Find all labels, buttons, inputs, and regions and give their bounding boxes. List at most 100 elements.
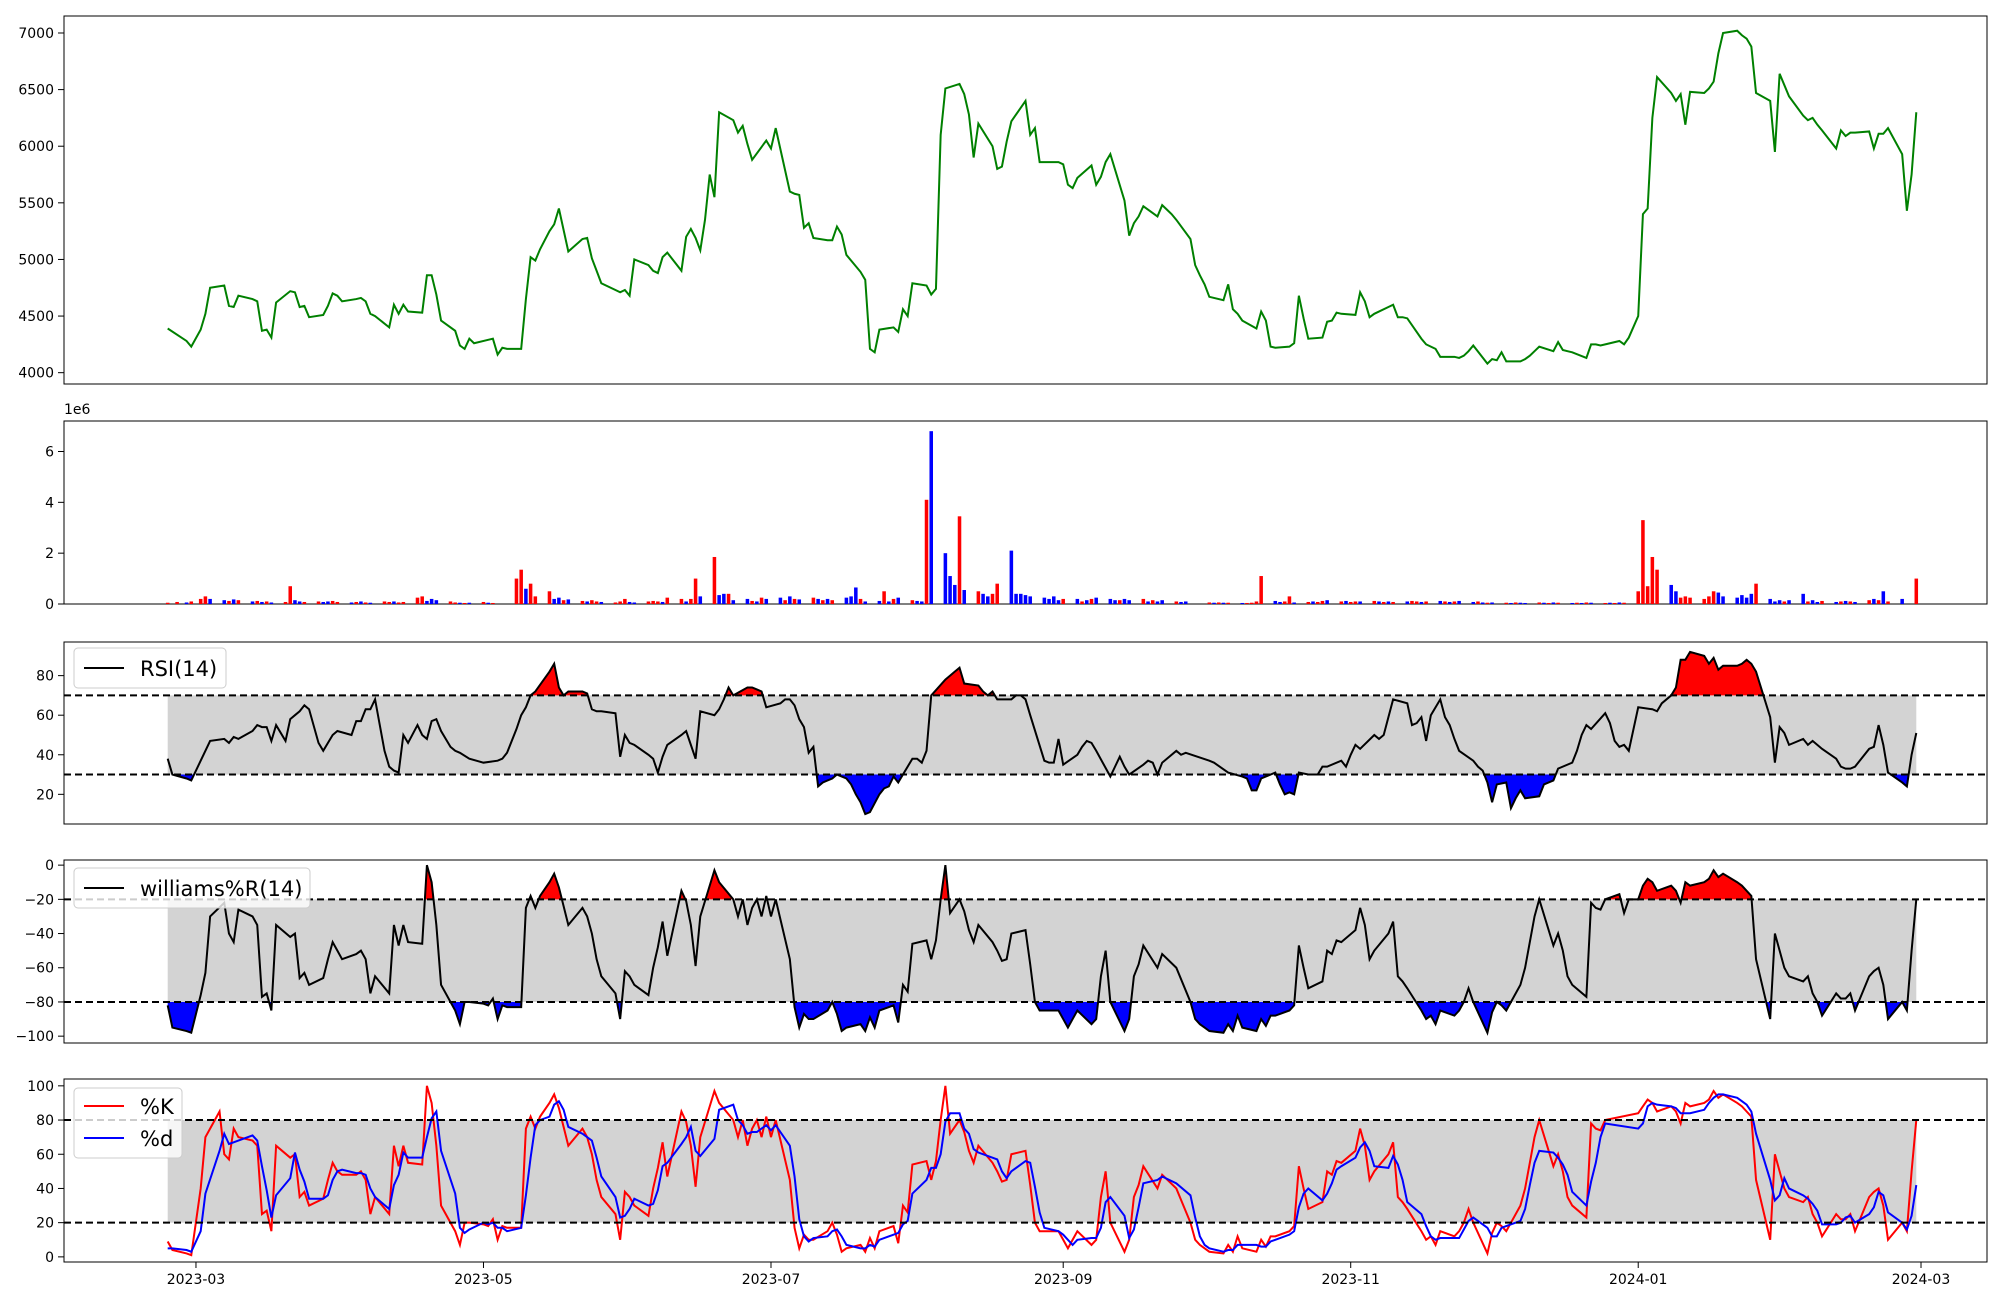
volume-bar	[1179, 601, 1183, 604]
rsi-overbought-fill	[931, 667, 988, 696]
volume-bar	[1843, 600, 1848, 604]
volume-bar	[1773, 601, 1777, 604]
volume-bar	[1207, 602, 1212, 604]
price-panel: 4000 4500 5000 5500 6000 6500 7000	[18, 15, 1988, 385]
volume-bar	[175, 601, 179, 604]
volume-bar	[1509, 602, 1513, 604]
price-ytick-label: 7000	[18, 26, 54, 42]
williams-oversold-fill	[167, 1001, 199, 1033]
volume-bar	[915, 600, 919, 604]
volume-bar	[920, 601, 924, 604]
williams-plot-layer: 0 −20 −40 −60 −80 −100	[16, 858, 1988, 1045]
rsi-legend-label: RSI(14)	[140, 657, 217, 681]
volume-bar	[590, 600, 594, 604]
volume-bar	[1810, 600, 1815, 604]
volume-bar	[1546, 602, 1551, 604]
volume-bar	[448, 601, 453, 604]
volume-bar	[1339, 601, 1344, 604]
volume-bar	[1542, 602, 1546, 604]
x-tick-label: 2023-07	[742, 1272, 801, 1288]
volume-bar	[1028, 596, 1032, 605]
volume-bar	[557, 597, 561, 604]
stochastic-ytick-label: 20	[36, 1216, 54, 1232]
williams-oversold-fill	[832, 1001, 901, 1032]
volume-bar	[458, 602, 462, 604]
volume-bar	[1014, 593, 1018, 604]
volume-bar	[1749, 593, 1754, 604]
volume-bar	[326, 601, 330, 604]
volume-bar	[1655, 569, 1659, 604]
volume-bar	[198, 598, 203, 604]
volume-bar	[953, 584, 957, 604]
rsi-series-line	[166, 650, 1918, 816]
volume-bar	[1089, 598, 1094, 604]
volume-bar	[1820, 600, 1824, 604]
volume-bar	[1306, 601, 1311, 604]
volume-bar	[788, 596, 792, 605]
volume-bar	[288, 586, 292, 604]
volume-bar	[1094, 597, 1098, 604]
volume-bar	[1372, 600, 1377, 604]
volume-bar	[976, 591, 981, 604]
volume-bar	[236, 600, 241, 604]
williams-ytick-label: −100	[16, 1029, 54, 1045]
volume-bar	[561, 600, 566, 604]
volume-bar	[830, 600, 835, 604]
volume-bar	[995, 583, 999, 604]
volume-bar	[1009, 550, 1014, 605]
volume-bar	[1674, 591, 1678, 604]
volume-bar	[1707, 596, 1711, 605]
volume-bar	[1344, 600, 1348, 604]
volume-bar	[420, 596, 424, 605]
volume-bar	[1075, 598, 1080, 604]
volume-bar	[1127, 600, 1131, 604]
stochastic-ytick-label: 80	[36, 1113, 54, 1129]
volume-bar	[986, 596, 990, 605]
volume-bar	[1221, 602, 1226, 604]
volume-bar	[1108, 598, 1113, 604]
volume-bar	[778, 597, 783, 604]
volume-bar	[1287, 596, 1292, 605]
rsi-oversold-fill	[1276, 774, 1299, 795]
volume-bar	[1645, 586, 1650, 604]
volume-bar	[359, 601, 363, 604]
volume-bar	[184, 602, 189, 604]
volume-bar	[910, 600, 915, 604]
volume-bar	[260, 601, 264, 604]
volume-bar	[1085, 600, 1089, 604]
rsi-ytick-label: 40	[36, 748, 54, 764]
volume-bar	[1042, 597, 1047, 604]
volume-bar	[533, 596, 538, 605]
stochastic-series-line	[166, 1085, 1918, 1257]
plot-frame	[63, 859, 1988, 1044]
volume-bar	[297, 601, 302, 604]
volume-bar	[689, 598, 693, 604]
volume-bar	[726, 593, 731, 604]
volume-bar	[1292, 602, 1296, 604]
volume-bar	[1155, 601, 1160, 604]
volume-bar	[524, 588, 528, 604]
volume-bar	[354, 601, 358, 604]
volume-bar	[1419, 601, 1424, 604]
volume-bar	[613, 602, 618, 604]
volume-bar	[227, 600, 231, 604]
volume-bar	[1056, 600, 1061, 604]
volume-bar	[1617, 602, 1622, 604]
volume-bar	[792, 598, 797, 604]
plot-frame	[63, 1078, 1988, 1263]
volume-bar	[731, 600, 736, 604]
volume-bar	[1122, 598, 1127, 604]
volume-bar	[1047, 598, 1051, 604]
volume-bar	[1518, 602, 1523, 604]
volume-bar	[1358, 601, 1362, 604]
volume-bar	[1414, 601, 1419, 604]
volume-bar	[1744, 597, 1749, 604]
williams-neutral-band	[167, 899, 1917, 1002]
volume-bar	[1443, 601, 1447, 604]
volume-bar	[1377, 601, 1381, 604]
volume-bar	[1183, 601, 1188, 604]
stochastic-plot-layer: 0 20 40 60 80 100	[27, 1078, 1988, 1266]
volume-bar	[415, 597, 420, 604]
volume-bar	[453, 602, 457, 604]
volume-bar	[1881, 591, 1886, 604]
